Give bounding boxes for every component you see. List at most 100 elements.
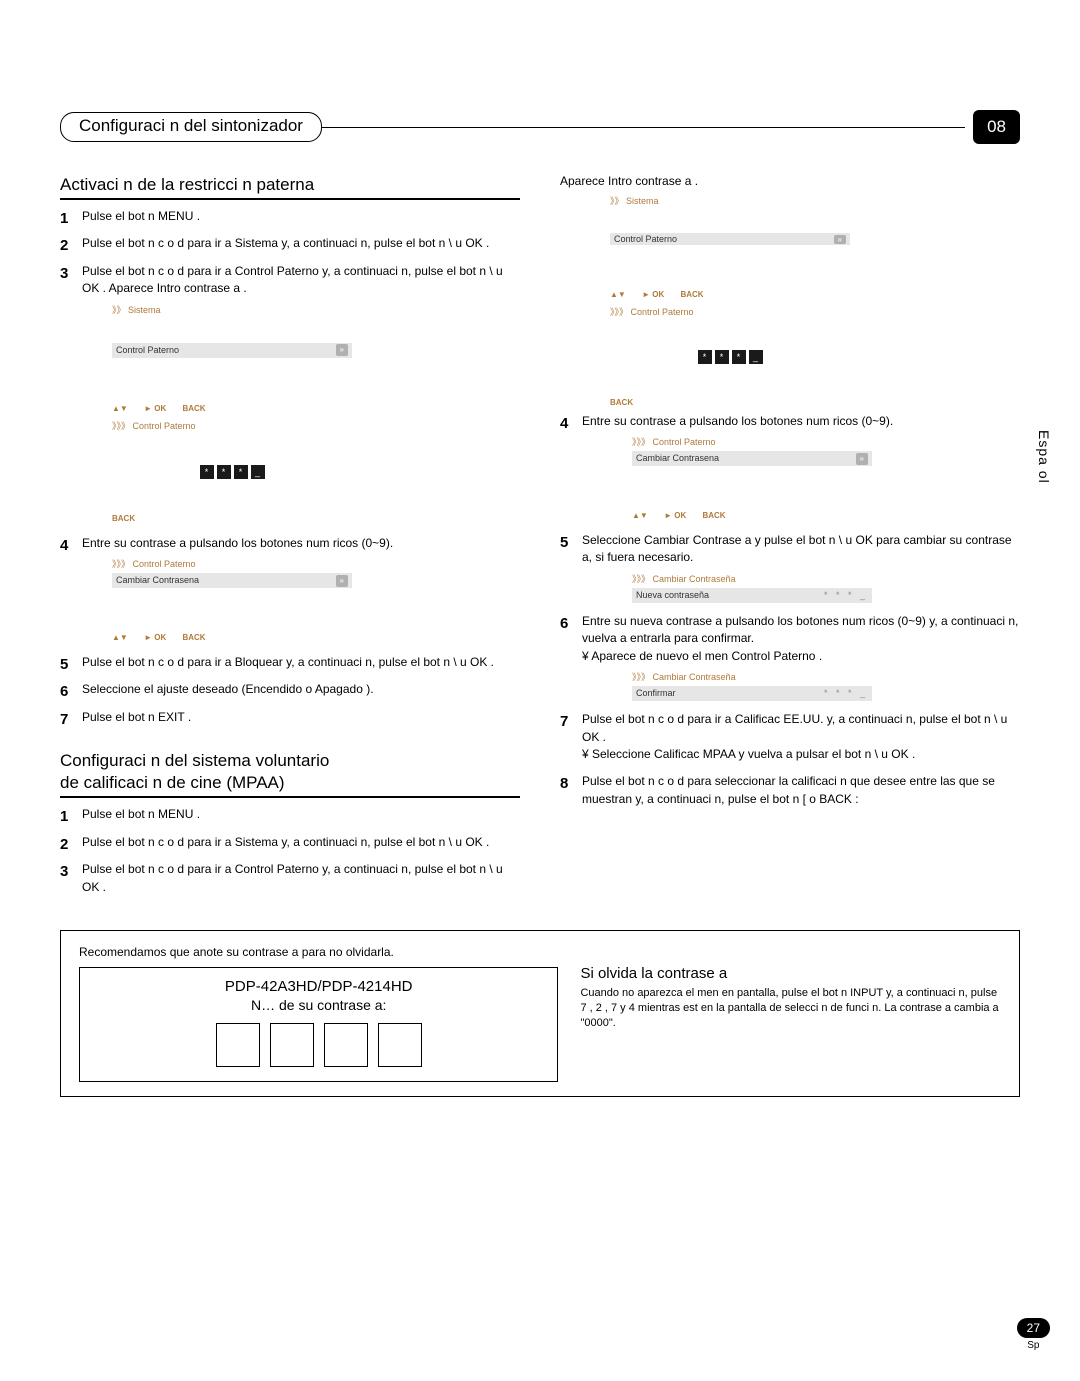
- osd-key-hints: BACK: [610, 398, 850, 407]
- step-item: Pulse el bot n c o d para ir a Calificac…: [560, 711, 1020, 763]
- step-text: Entre su contrase a pulsando los botones…: [582, 414, 893, 428]
- osd-breadcrumb: 》》 Sistema: [112, 304, 352, 317]
- step-item: Seleccione Cambiar Contrase a y pulse el…: [560, 532, 1020, 603]
- osd-row-arrow: »: [336, 344, 348, 356]
- crumb-sep: 》》》: [112, 421, 130, 431]
- osd-breadcrumb: 》》》 Cambiar Contraseña: [632, 671, 872, 684]
- right-steps: Entre su contrase a pulsando los botones…: [560, 413, 1020, 808]
- password-record-box: [378, 1023, 422, 1067]
- footer-right: Si olvida la contrase a Cuando no aparez…: [580, 945, 1001, 1082]
- osd-row-label: Nueva contraseña: [636, 589, 709, 602]
- chapter-title: Configuraci n del sintonizador: [79, 116, 303, 135]
- password-card-title: PDP-42A3HD/PDP-4214HD: [94, 978, 543, 995]
- section-a-steps: Pulse el bot n MENU . Pulse el bot n c o…: [60, 208, 520, 726]
- password-record-box: [270, 1023, 314, 1067]
- step-text: Pulse el bot n c o d para seleccionar la…: [582, 774, 995, 805]
- crumb-sep: 》》》: [632, 437, 650, 447]
- osd-breadcrumb: 》》》 Control Paterno: [610, 305, 850, 318]
- password-card-subtitle: N… de su contrase a:: [94, 997, 543, 1013]
- osd-row: Control Paterno »: [112, 343, 352, 358]
- password-boxes: * * * _: [112, 465, 352, 479]
- osd-menu-sistema-r: 》》 Sistema Control Paterno » ▲▼ ► OK BAC…: [610, 194, 850, 299]
- footer-box: Recomendamos que anote su contrase a par…: [60, 930, 1020, 1097]
- key-back: BACK: [112, 514, 135, 523]
- step-item: Pulse el bot n c o d para ir a Bloquear …: [60, 654, 520, 671]
- osd-row: Nueva contraseña * * * _: [632, 588, 872, 603]
- key-updown: ▲▼: [112, 633, 128, 642]
- osd-row: Confirmar * * * _: [632, 686, 872, 701]
- key-ok: ► OK: [144, 633, 166, 642]
- section-b-title-l2: de calificaci n de cine (MPAA): [60, 773, 285, 792]
- password-box: _: [749, 350, 763, 364]
- osd-row: Control Paterno »: [610, 233, 850, 245]
- crumb-label: Sistema: [128, 305, 161, 315]
- step-text: Pulse el bot n c o d para ir a Control P…: [82, 862, 503, 893]
- password-box: *: [698, 350, 712, 364]
- section-b-title-l1: Configuraci n del sistema voluntario: [60, 751, 329, 770]
- password-box: *: [217, 465, 231, 479]
- section-b-title: Configuraci n del sistema voluntario de …: [60, 750, 520, 798]
- step-text: Seleccione el ajuste deseado (Encendido …: [82, 682, 374, 696]
- password-box: _: [251, 465, 265, 479]
- osd-row-arrow: »: [834, 235, 846, 244]
- osd-row-label: Control Paterno: [116, 344, 179, 357]
- section-b-steps: Pulse el bot n MENU . Pulse el bot n c o…: [60, 806, 520, 896]
- crumb-sep: 》》: [112, 305, 126, 315]
- step-text: Pulse el bot n MENU .: [82, 209, 200, 223]
- osd-menu-password-r: 》》》 Control Paterno * * * _ BACK: [610, 305, 850, 407]
- footer-right-body: Cuando no aparezca el men en pantalla, p…: [580, 986, 1001, 1031]
- step-text: Pulse el bot n c o d para ir a Sistema y…: [82, 236, 489, 250]
- key-ok: ► OK: [144, 404, 166, 413]
- key-back: BACK: [610, 398, 633, 407]
- key-ok: ► OK: [642, 290, 664, 299]
- step-item: Pulse el bot n c o d para ir a Control P…: [60, 861, 520, 896]
- crumb-label: Control Paterno: [133, 559, 196, 569]
- page-lang: Sp: [1017, 1340, 1050, 1351]
- step-item: Entre su nueva contrase a pulsando los b…: [560, 613, 1020, 701]
- step-text: Seleccione Cambiar Contrase a y pulse el…: [582, 533, 1012, 564]
- step-text: Pulse el bot n c o d para ir a Sistema y…: [82, 835, 489, 849]
- crumb-sep: 》》》: [112, 559, 130, 569]
- key-updown: ▲▼: [112, 404, 128, 413]
- key-updown: ▲▼: [632, 511, 648, 520]
- password-record-box: [324, 1023, 368, 1067]
- chapter-rule: [321, 127, 965, 128]
- crumb-label: Control Paterno: [133, 421, 196, 431]
- osd-menu-cambiar-r: 》》》 Control Paterno Cambiar Contrasena »…: [632, 436, 872, 522]
- step-text: Pulse el bot n c o d para ir a Calificac…: [582, 712, 1007, 743]
- password-box: *: [715, 350, 729, 364]
- step-text: Pulse el bot n MENU .: [82, 807, 200, 821]
- password-record-boxes: [94, 1023, 543, 1067]
- crumb-sep: 》》》: [610, 307, 628, 317]
- key-updown: ▲▼: [610, 290, 626, 299]
- content-columns: Activaci n de la restricci n paterna Pul…: [60, 174, 1020, 906]
- step-item: Pulse el bot n c o d para ir a Control P…: [60, 263, 520, 525]
- osd-breadcrumb: 》》 Sistema: [610, 194, 850, 207]
- step-item: Pulse el bot n c o d para ir a Sistema y…: [60, 834, 520, 851]
- osd-breadcrumb: 》》》 Control Paterno: [112, 420, 352, 433]
- osd-breadcrumb: 》》》 Cambiar Contraseña: [632, 573, 872, 586]
- page-number: 27: [1017, 1318, 1050, 1338]
- osd-key-hints: ▲▼ ► OK BACK: [610, 290, 850, 299]
- osd-row-arrow: »: [336, 575, 348, 587]
- crumb-label: Control Paterno: [653, 437, 716, 447]
- osd-key-hints: ▲▼ ► OK BACK: [112, 632, 352, 644]
- step-item: Pulse el bot n MENU .: [60, 208, 520, 225]
- osd-row-label: Control Paterno: [614, 234, 677, 244]
- osd-menu-cambiar: 》》》 Control Paterno Cambiar Contrasena »…: [112, 558, 352, 644]
- chapter-title-pill: Configuraci n del sintonizador: [60, 112, 322, 142]
- footer-right-heading: Si olvida la contrase a: [580, 965, 1001, 982]
- crumb-label: Cambiar Contraseña: [653, 672, 736, 682]
- osd-row-label: Cambiar Contrasena: [636, 452, 719, 465]
- section-a-title: Activaci n de la restricci n paterna: [60, 174, 520, 200]
- password-box: *: [234, 465, 248, 479]
- key-back: BACK: [702, 511, 725, 520]
- osd-row-label: Confirmar: [636, 687, 676, 700]
- password-record-box: [216, 1023, 260, 1067]
- left-column: Activaci n de la restricci n paterna Pul…: [60, 174, 520, 906]
- osd-menu-sistema: 》》 Sistema Control Paterno » ▲▼ ► OK BAC…: [112, 304, 352, 415]
- step-item: Seleccione el ajuste deseado (Encendido …: [60, 681, 520, 698]
- key-back: BACK: [182, 404, 205, 413]
- key-back: BACK: [680, 290, 703, 299]
- osd-key-hints: ▲▼ ► OK BACK: [632, 510, 872, 522]
